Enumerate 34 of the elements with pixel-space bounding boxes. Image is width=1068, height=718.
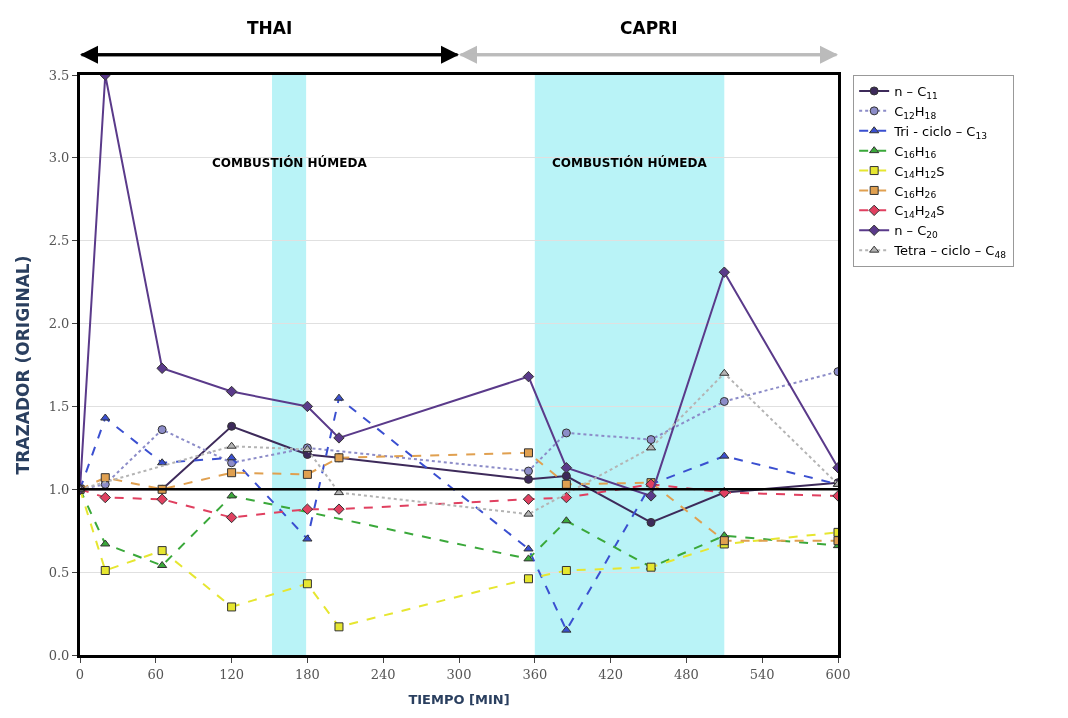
text: THAI [247,18,293,38]
x-tick-label: 600 [825,666,851,682]
x-tick-label: 180 [294,666,320,682]
legend-label: C$_{14}$H$_{12}$S [894,163,945,181]
y-tick-label: 0.0 [48,647,70,663]
y-tick-label: 3.0 [48,150,70,166]
y-tick-label: 1.5 [48,398,70,414]
text: CAPRI [620,18,678,38]
x-tick-label: 540 [749,666,775,682]
legend-label: C$_{16}$H$_{16}$ [894,143,937,161]
x-tick-label: 0 [75,666,85,682]
x-tick-label: 60 [147,666,165,682]
legend-label: n – C$_{11}$ [894,84,938,101]
band-label: COMBUSTIÓN HÚMEDA [552,155,708,170]
y-tick-label: 3.5 [48,67,70,83]
legend-label: C$_{16}$H$_{26}$ [894,183,937,201]
legend-label: C$_{14}$H$_{24}$S [894,203,945,221]
legend-label: Tri - ciclo – C$_{13}$ [893,123,988,141]
legend-label: n – C$_{20}$ [894,223,939,241]
x-tick-label: 300 [446,666,472,682]
y-tick-label: 1.0 [48,481,70,497]
x-tick-label: 240 [370,666,396,682]
x-tick-label: 120 [219,666,245,682]
x-tick-label: 360 [522,666,548,682]
y-tick-label: 2.5 [48,233,70,249]
x-tick-label: 480 [673,666,699,682]
y-axis-title: TRAZADOR (ORIGINAL) [13,255,34,475]
legend-label: Tetra – ciclo – C$_{48}$ [893,243,1007,260]
legend-label: C$_{12}$H$_{18}$ [894,103,937,121]
y-tick-label: 2.0 [48,316,70,332]
x-tick-label: 420 [598,666,624,682]
band-label: COMBUSTIÓN HÚMEDA [212,155,368,170]
y-tick-label: 0.5 [48,564,70,580]
x-axis-title: TIEMPO [MIN] [408,692,510,708]
